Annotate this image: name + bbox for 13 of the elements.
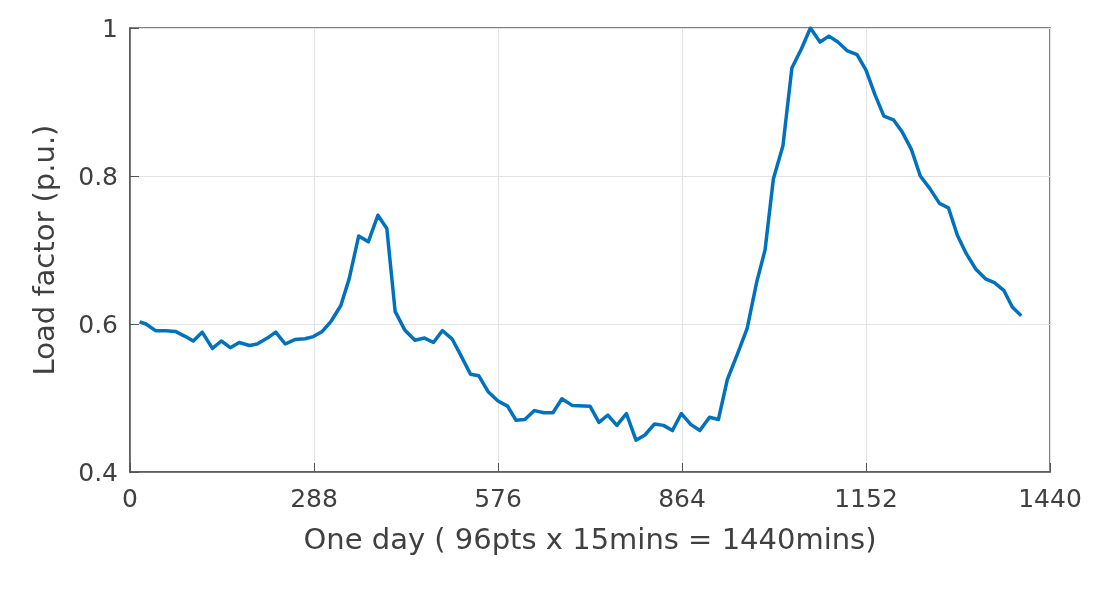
x-tick-label: 576 xyxy=(474,484,522,513)
y-tick-label: 0.6 xyxy=(78,309,118,339)
y-tick-label: 1 xyxy=(102,13,118,43)
x-tick-label: 1152 xyxy=(834,484,898,513)
x-tick-label: 288 xyxy=(290,484,338,513)
y-tick-label: 0.4 xyxy=(78,457,118,487)
y-axis-title: Load factor (p.u.) xyxy=(26,124,61,376)
x-tick-label: 1440 xyxy=(1018,484,1082,513)
line-series xyxy=(137,26,1023,442)
y-tick-label: 0.8 xyxy=(78,161,118,191)
x-tick-label: 0 xyxy=(122,484,138,513)
x-tick-label: 864 xyxy=(658,484,706,513)
x-axis-title: One day ( 96pts x 15mins = 1440mins) xyxy=(303,521,877,556)
